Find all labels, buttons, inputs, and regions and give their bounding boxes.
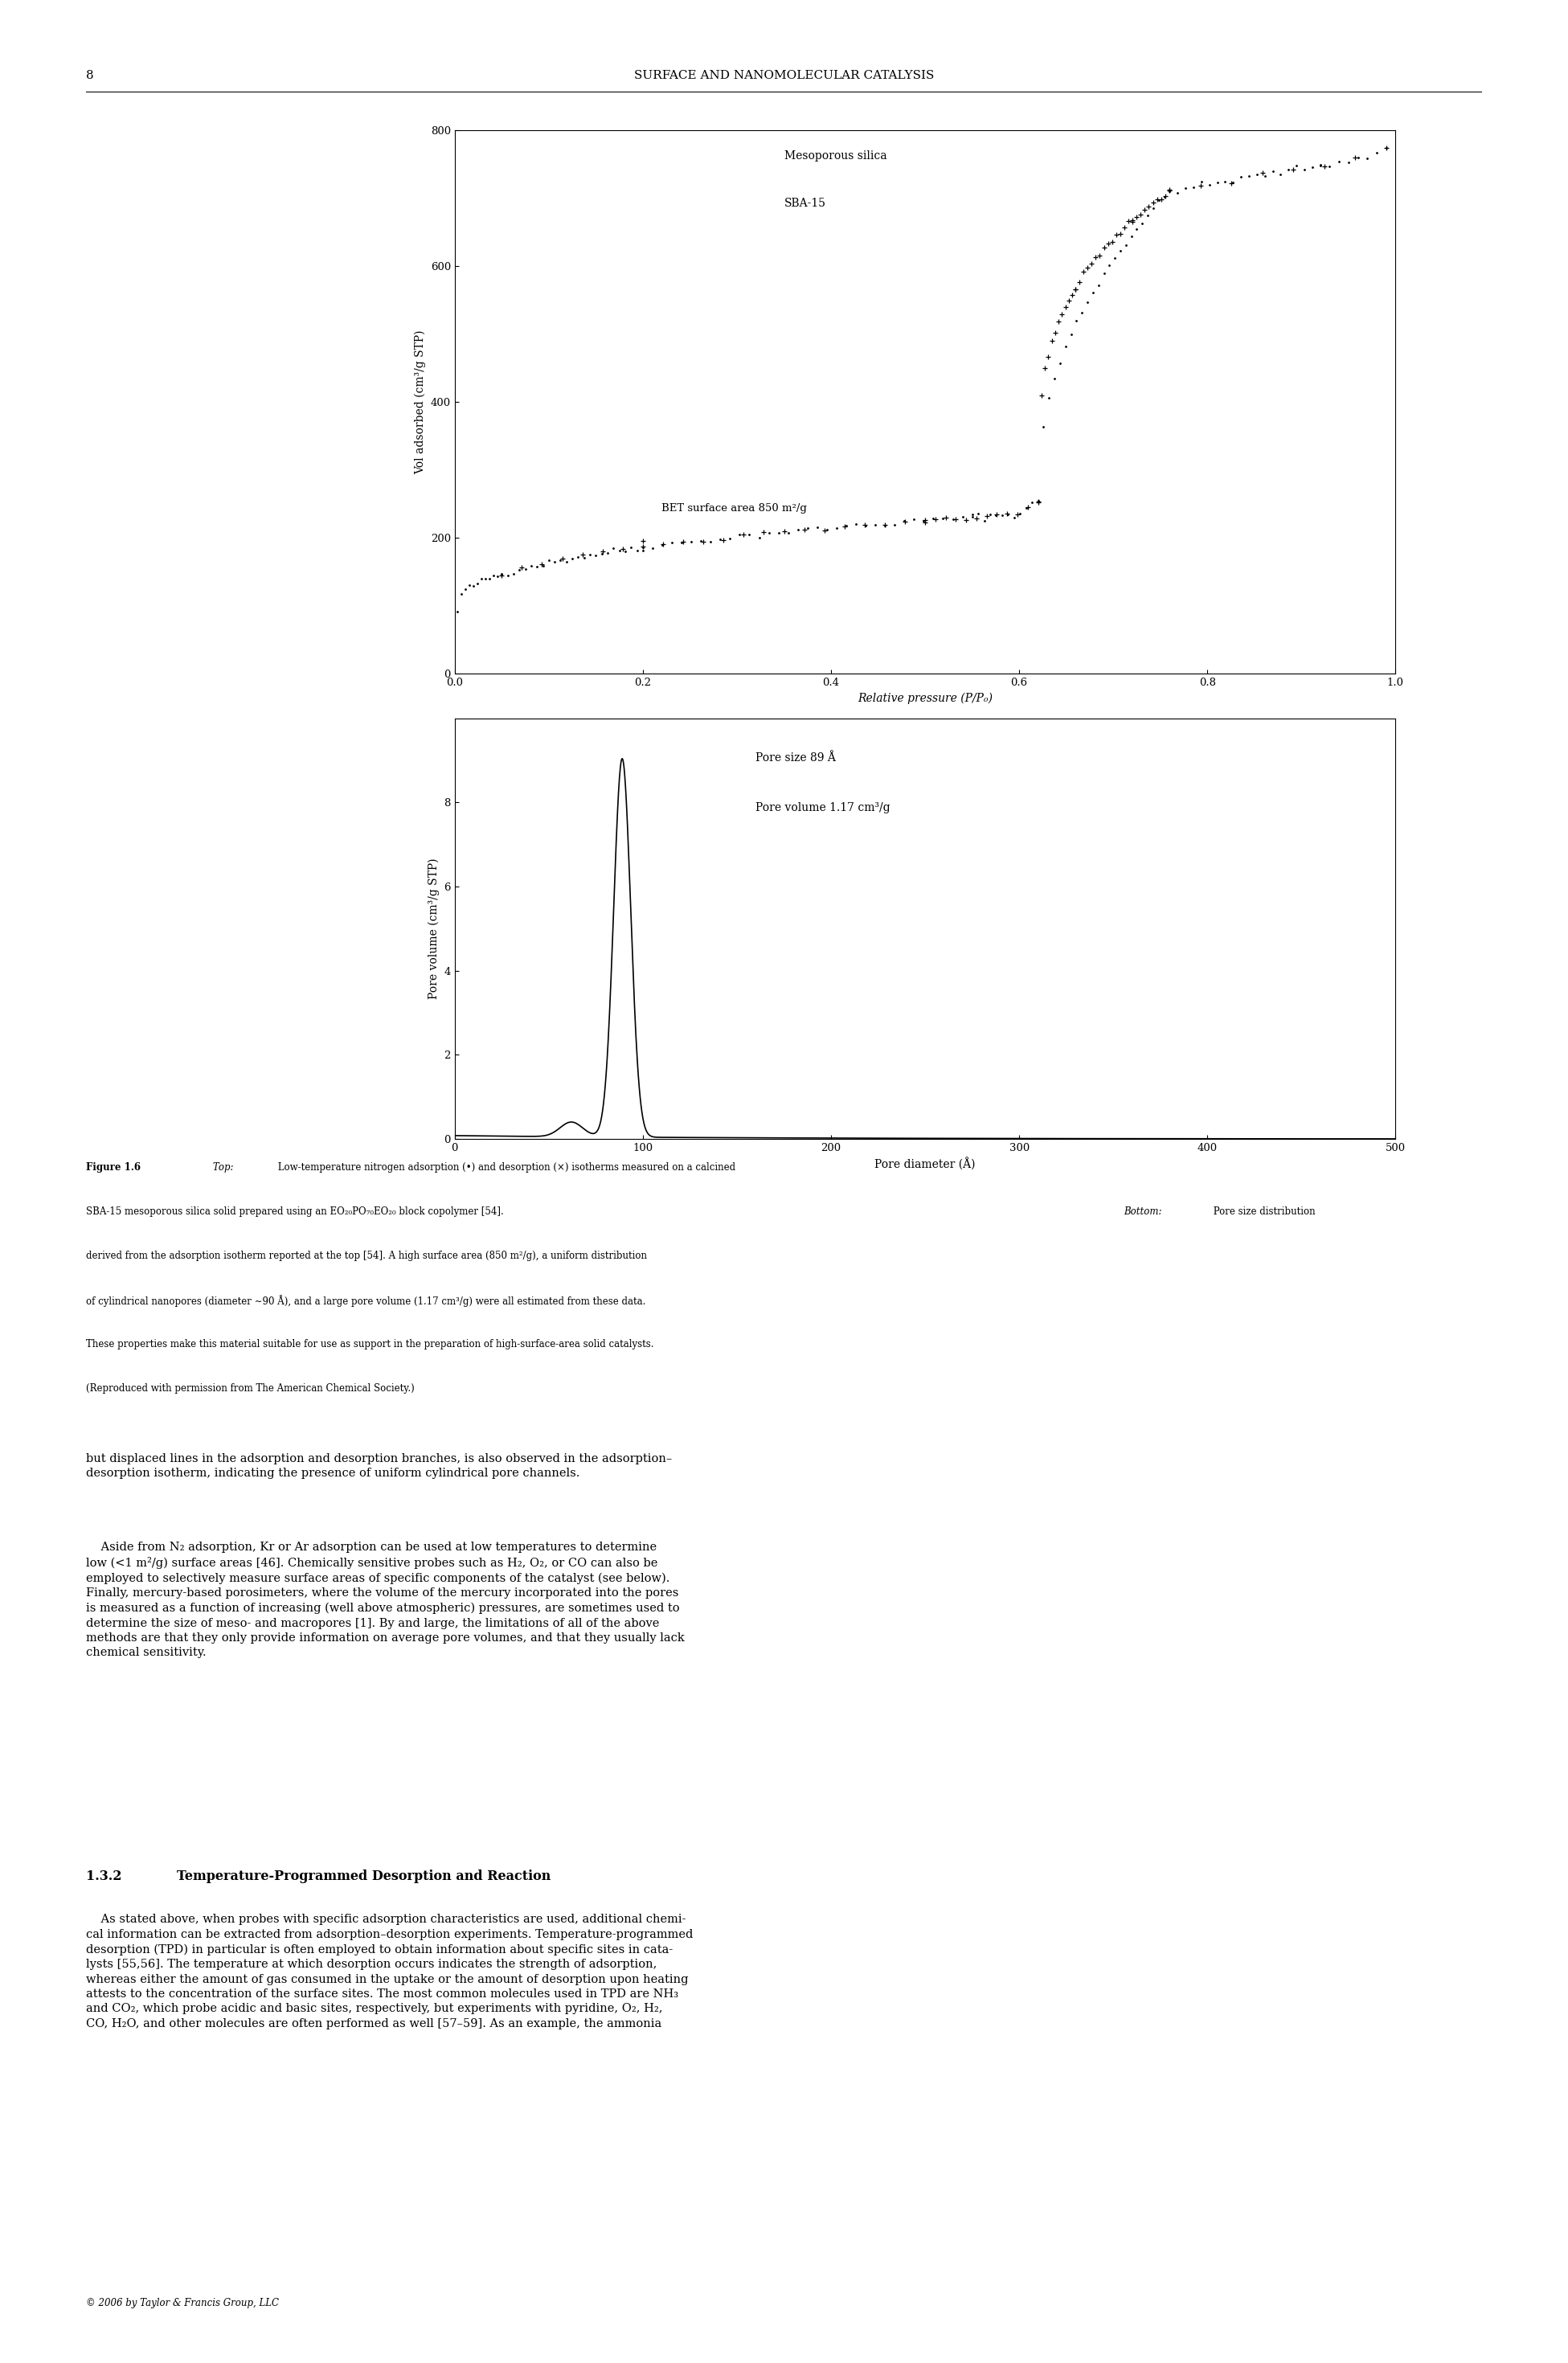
Text: 1.3.2: 1.3.2 [86,1869,122,1883]
Text: 8: 8 [86,71,94,80]
Text: but displaced lines in the adsorption and desorption branches, is also observed : but displaced lines in the adsorption an… [86,1453,673,1479]
Text: Top:: Top: [205,1163,234,1172]
Text: derived from the adsorption isotherm reported at the top [54]. A high surface ar: derived from the adsorption isotherm rep… [86,1250,648,1262]
Text: SBA-15: SBA-15 [784,198,826,210]
Text: Pore size 89 Å: Pore size 89 Å [756,751,836,763]
Y-axis label: Vol adsorbed (cm³/g STP): Vol adsorbed (cm³/g STP) [414,328,426,475]
Text: SURFACE AND NANOMOLECULAR CATALYSIS: SURFACE AND NANOMOLECULAR CATALYSIS [633,71,935,80]
Text: Figure 1.6: Figure 1.6 [86,1163,141,1172]
Text: Mesoporous silica: Mesoporous silica [784,151,886,161]
Text: © 2006 by Taylor & Francis Group, LLC: © 2006 by Taylor & Francis Group, LLC [86,2299,279,2309]
Text: Aside from N₂ adsorption, Kr or Ar adsorption can be used at low temperatures to: Aside from N₂ adsorption, Kr or Ar adsor… [86,1541,685,1659]
Text: of cylindrical nanopores (diameter ∼90 Å), and a large pore volume (1.17 cm³/g) : of cylindrical nanopores (diameter ∼90 Å… [86,1295,646,1307]
Text: Pore size distribution: Pore size distribution [1210,1207,1316,1217]
Text: SBA-15 mesoporous silica solid prepared using an EO₂₀PO₇₀EO₂₀ block copolymer [5: SBA-15 mesoporous silica solid prepared … [86,1207,506,1217]
Text: Temperature-Programmed Desorption and Reaction: Temperature-Programmed Desorption and Re… [177,1869,550,1883]
Y-axis label: Pore volume (cm³/g STP): Pore volume (cm³/g STP) [428,858,439,1000]
Text: As stated above, when probes with specific adsorption characteristics are used, : As stated above, when probes with specif… [86,1914,693,2030]
Text: These properties make this material suitable for use as support in the preparati: These properties make this material suit… [86,1340,654,1349]
X-axis label: Pore diameter (Å): Pore diameter (Å) [875,1158,975,1170]
Text: Bottom:: Bottom: [1124,1207,1162,1217]
Text: BET surface area 850 m²/g: BET surface area 850 m²/g [662,503,808,513]
Text: Low-temperature nitrogen adsorption (•) and desorption (×) isotherms measured on: Low-temperature nitrogen adsorption (•) … [274,1163,735,1172]
X-axis label: Relative pressure (P/P₀): Relative pressure (P/P₀) [858,692,993,704]
Text: (Reproduced with permission from The American Chemical Society.): (Reproduced with permission from The Ame… [86,1382,416,1394]
Text: Pore volume 1.17 cm³/g: Pore volume 1.17 cm³/g [756,803,891,813]
